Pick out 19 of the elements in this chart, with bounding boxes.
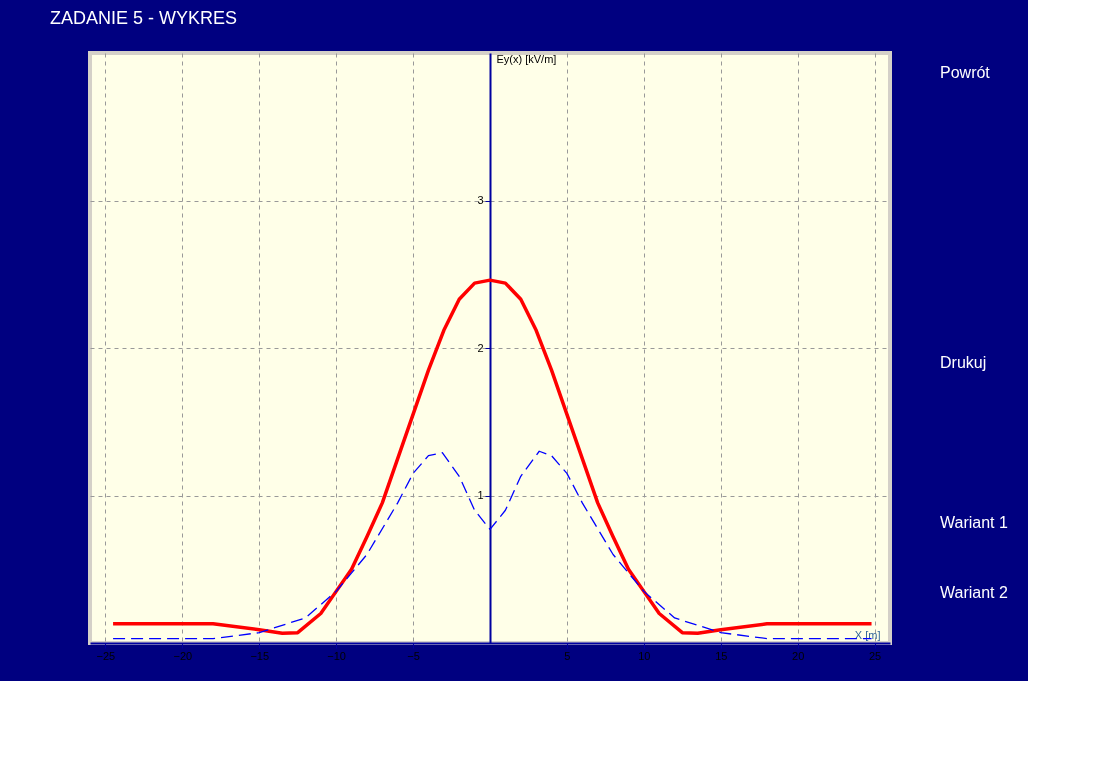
x-tick-label: 15	[715, 649, 728, 662]
x-tick-label: −5	[407, 649, 420, 662]
x-tick-label: −10	[327, 649, 346, 662]
y-tick-label: 1	[477, 489, 484, 501]
y-tick-label: 2	[477, 341, 484, 354]
x-tick-label: 10	[638, 649, 651, 662]
x-tick-label: 5	[564, 649, 571, 662]
y-axis-title: Ey(x) [kV/m]	[496, 52, 557, 65]
text: Drukuj	[940, 354, 987, 371]
y-tick-label: 3	[477, 194, 484, 206]
x-tick-label: −15	[250, 649, 270, 662]
x-tick-label: −25	[96, 649, 116, 662]
text: Powrót	[940, 64, 991, 81]
x-tick-label: 20	[792, 649, 805, 662]
x-tick-label: −20	[173, 649, 193, 662]
chart-title: ZADANIE 5 - WYKRES	[50, 8, 238, 28]
text: Wariant 2	[940, 584, 1008, 601]
x-tick-label: 25	[868, 649, 882, 662]
text: Wariant 1	[940, 514, 1008, 531]
